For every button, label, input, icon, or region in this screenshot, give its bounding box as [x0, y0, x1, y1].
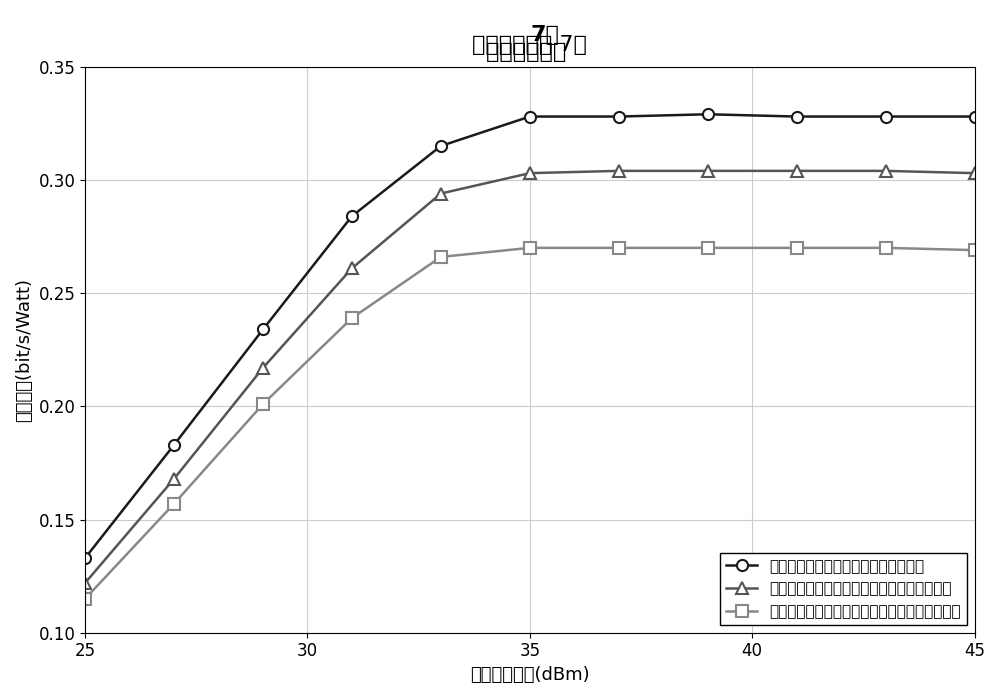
基于完美信道状态信息的波束成形方法	[613, 113, 625, 121]
基于非完美信道状态信息的非鲁棒波束成形方法	[435, 253, 447, 261]
Line: 基于非完美信道状态信息的鲁棒波束成形方法: 基于非完美信道状态信息的鲁棒波束成形方法	[80, 166, 980, 589]
基于完美信道状态信息的波束成形方法	[168, 440, 180, 449]
基于完美信道状态信息的波束成形方法	[346, 212, 358, 220]
基于非完美信道状态信息的鲁棒波束成形方法	[791, 166, 803, 175]
基于非完美信道状态信息的鲁棒波束成形方法	[168, 475, 180, 483]
基于非完美信道状态信息的鲁棒波束成形方法	[524, 169, 536, 178]
基于完美信道状态信息的波束成形方法	[702, 110, 714, 118]
基于非完美信道状态信息的鲁棒波束成形方法	[613, 166, 625, 175]
基于完美信道状态信息的波束成形方法	[435, 142, 447, 150]
Title: 卫星波束数为 : 卫星波束数为	[486, 43, 574, 62]
基于完美信道状态信息的波束成形方法	[791, 113, 803, 121]
Legend: 基于完美信道状态信息的波束成形方法, 基于非完美信道状态信息的鲁棒波束成形方法, 基于非完美信道状态信息的非鲁棒波束成形方法: 基于完美信道状态信息的波束成形方法, 基于非完美信道状态信息的鲁棒波束成形方法,…	[720, 553, 967, 625]
基于非完美信道状态信息的鲁棒波束成形方法	[702, 166, 714, 175]
基于非完美信道状态信息的非鲁棒波束成形方法	[346, 314, 358, 322]
基于完美信道状态信息的波束成形方法	[79, 554, 91, 562]
基于完美信道状态信息的波束成形方法	[257, 325, 269, 333]
基于非完美信道状态信息的非鲁棒波束成形方法	[791, 244, 803, 252]
基于非完美信道状态信息的非鲁棒波束成形方法	[702, 244, 714, 252]
基于非完美信道状态信息的鲁棒波束成形方法	[257, 363, 269, 372]
基于非完美信道状态信息的非鲁棒波束成形方法	[524, 244, 536, 252]
基于非完美信道状态信息的非鲁棒波束成形方法	[79, 595, 91, 603]
X-axis label: 发射功率门限(dBm): 发射功率门限(dBm)	[470, 666, 590, 684]
基于非完美信道状态信息的非鲁棒波束成形方法	[880, 244, 892, 252]
基于完美信道状态信息的波束成形方法	[524, 113, 536, 121]
基于完美信道状态信息的波束成形方法	[880, 113, 892, 121]
Y-axis label: 安全能效(bit/s/Watt): 安全能效(bit/s/Watt)	[15, 278, 33, 421]
Text: 7个: 7个	[531, 25, 559, 45]
Line: 基于完美信道状态信息的波束成形方法: 基于完美信道状态信息的波束成形方法	[80, 109, 980, 563]
基于非完美信道状态信息的非鲁棒波束成形方法	[968, 246, 980, 254]
基于非完美信道状态信息的非鲁棒波束成形方法	[168, 500, 180, 508]
基于完美信道状态信息的波束成形方法	[968, 113, 980, 121]
基于非完美信道状态信息的鲁棒波束成形方法	[968, 169, 980, 178]
基于非完美信道状态信息的鲁棒波束成形方法	[79, 579, 91, 587]
基于非完美信道状态信息的鲁棒波束成形方法	[435, 189, 447, 198]
基于非完美信道状态信息的非鲁棒波束成形方法	[613, 244, 625, 252]
Text: 卫星波束数为 7个: 卫星波束数为 7个	[472, 36, 587, 55]
Line: 基于非完美信道状态信息的非鲁棒波束成形方法: 基于非完美信道状态信息的非鲁棒波束成形方法	[80, 243, 980, 605]
基于非完美信道状态信息的鲁棒波束成形方法	[880, 166, 892, 175]
基于非完美信道状态信息的非鲁棒波束成形方法	[257, 400, 269, 408]
基于非完美信道状态信息的鲁棒波束成形方法	[346, 264, 358, 273]
